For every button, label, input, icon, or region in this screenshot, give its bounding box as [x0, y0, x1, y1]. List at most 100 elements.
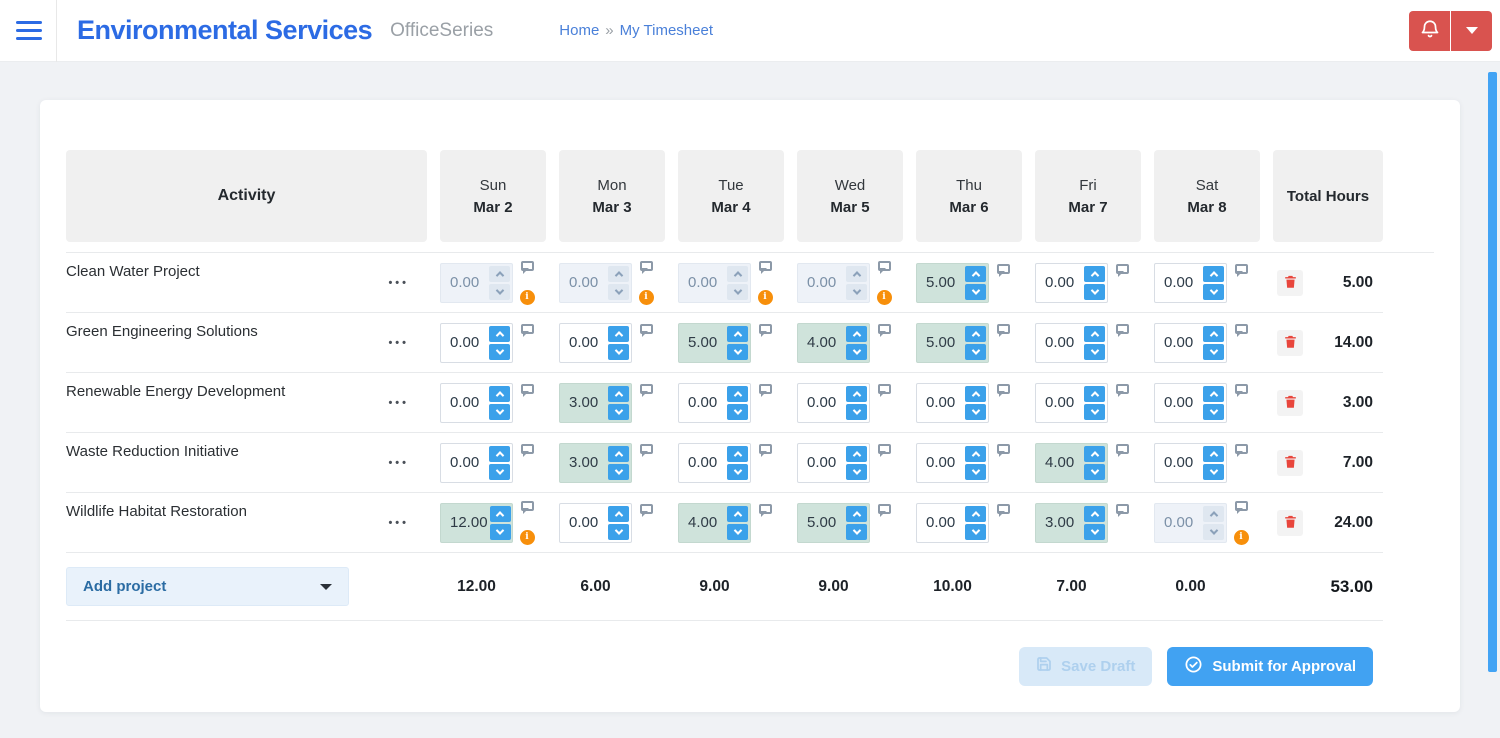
spinner-down-button[interactable] — [1203, 523, 1224, 540]
spinner-up-button[interactable] — [846, 265, 867, 282]
spinner-down-button[interactable] — [489, 463, 510, 480]
spinner-down-button[interactable] — [965, 283, 986, 300]
spinner-down-button[interactable] — [489, 523, 511, 540]
hours-input[interactable]: 4.00 — [688, 514, 718, 531]
save-draft-button[interactable]: Save Draft — [1019, 646, 1153, 686]
spinner-up-button[interactable] — [1203, 505, 1224, 522]
hours-input[interactable]: 5.00 — [926, 274, 956, 291]
spinner-up-button[interactable] — [965, 505, 986, 522]
hours-input[interactable]: 0.00 — [1164, 394, 1194, 411]
spinner-down-button[interactable] — [1084, 283, 1105, 300]
spinner-up-button[interactable] — [727, 445, 748, 462]
spinner-down-button[interactable] — [727, 403, 748, 420]
hours-input[interactable]: 0.00 — [1164, 274, 1194, 291]
comment-icon[interactable] — [639, 323, 653, 337]
spinner-up-button[interactable] — [1084, 265, 1105, 282]
warning-info-icon[interactable]: i — [1233, 529, 1249, 545]
warning-info-icon[interactable]: i — [876, 289, 892, 305]
spinner-down-button[interactable] — [846, 463, 867, 480]
hours-input[interactable]: 0.00 — [450, 274, 480, 291]
comment-icon[interactable] — [520, 500, 534, 514]
comment-icon[interactable] — [996, 383, 1010, 397]
spinner-down-button[interactable] — [608, 403, 629, 420]
hours-input[interactable]: 0.00 — [926, 394, 956, 411]
hours-input[interactable]: 5.00 — [807, 514, 837, 531]
spinner-down-button[interactable] — [846, 343, 867, 360]
spinner-down-button[interactable] — [846, 283, 867, 300]
hours-input[interactable]: 0.00 — [1045, 274, 1075, 291]
warning-info-icon[interactable]: i — [638, 289, 654, 305]
spinner-up-button[interactable] — [1084, 325, 1105, 342]
spinner-down-button[interactable] — [608, 283, 629, 300]
spinner-down-button[interactable] — [608, 463, 629, 480]
spinner-up-button[interactable] — [727, 265, 748, 282]
hours-input[interactable]: 0.00 — [807, 454, 837, 471]
comment-icon[interactable] — [1234, 500, 1248, 514]
spinner-up-button[interactable] — [1084, 385, 1105, 402]
hours-input[interactable]: 0.00 — [926, 514, 956, 531]
hours-input[interactable]: 0.00 — [926, 454, 956, 471]
spinner-up-button[interactable] — [489, 505, 511, 522]
spinner-down-button[interactable] — [608, 523, 629, 540]
spinner-down-button[interactable] — [489, 403, 510, 420]
hours-input[interactable]: 0.00 — [569, 514, 599, 531]
spinner-down-button[interactable] — [1084, 463, 1105, 480]
hours-input[interactable]: 5.00 — [926, 334, 956, 351]
hours-input[interactable]: 0.00 — [688, 454, 718, 471]
row-menu-button[interactable]: ••• — [388, 336, 409, 349]
hours-input[interactable]: 12.00 — [450, 514, 488, 531]
spinner-down-button[interactable] — [965, 343, 986, 360]
hours-input[interactable]: 3.00 — [1045, 514, 1075, 531]
spinner-up-button[interactable] — [608, 505, 629, 522]
comment-icon[interactable] — [1115, 443, 1129, 457]
hours-input[interactable]: 0.00 — [1164, 334, 1194, 351]
spinner-down-button[interactable] — [1203, 403, 1224, 420]
comment-icon[interactable] — [877, 503, 891, 517]
comment-icon[interactable] — [758, 503, 772, 517]
hours-input[interactable]: 0.00 — [688, 394, 718, 411]
spinner-down-button[interactable] — [608, 343, 629, 360]
spinner-down-button[interactable] — [727, 523, 748, 540]
row-menu-button[interactable]: ••• — [388, 396, 409, 409]
hours-input[interactable]: 5.00 — [688, 334, 718, 351]
delete-row-button[interactable] — [1277, 269, 1303, 296]
spinner-up-button[interactable] — [965, 445, 986, 462]
spinner-down-button[interactable] — [846, 403, 867, 420]
spinner-up-button[interactable] — [965, 265, 986, 282]
spinner-down-button[interactable] — [1203, 463, 1224, 480]
comment-icon[interactable] — [877, 443, 891, 457]
spinner-up-button[interactable] — [846, 505, 867, 522]
spinner-down-button[interactable] — [1203, 283, 1224, 300]
warning-info-icon[interactable]: i — [757, 289, 773, 305]
submit-for-approval-button[interactable]: Submit for Approval — [1167, 646, 1373, 686]
spinner-down-button[interactable] — [489, 283, 510, 300]
spinner-up-button[interactable] — [965, 325, 986, 342]
spinner-up-button[interactable] — [846, 445, 867, 462]
hours-input[interactable]: 0.00 — [1164, 514, 1194, 531]
comment-icon[interactable] — [639, 260, 653, 274]
spinner-up-button[interactable] — [965, 385, 986, 402]
comment-icon[interactable] — [639, 383, 653, 397]
comment-icon[interactable] — [520, 443, 534, 457]
spinner-up-button[interactable] — [1203, 265, 1224, 282]
comment-icon[interactable] — [758, 443, 772, 457]
spinner-up-button[interactable] — [489, 325, 510, 342]
spinner-down-button[interactable] — [1084, 343, 1105, 360]
hours-input[interactable]: 0.00 — [450, 394, 480, 411]
comment-icon[interactable] — [520, 383, 534, 397]
comment-icon[interactable] — [877, 260, 891, 274]
comment-icon[interactable] — [1234, 323, 1248, 337]
hours-input[interactable]: 3.00 — [569, 394, 599, 411]
spinner-up-button[interactable] — [727, 385, 748, 402]
spinner-down-button[interactable] — [965, 463, 986, 480]
account-menu-button[interactable] — [1451, 10, 1492, 51]
spinner-up-button[interactable] — [608, 445, 629, 462]
comment-icon[interactable] — [877, 383, 891, 397]
comment-icon[interactable] — [1115, 503, 1129, 517]
comment-icon[interactable] — [996, 263, 1010, 277]
comment-icon[interactable] — [520, 260, 534, 274]
breadcrumb-home-link[interactable]: Home — [559, 22, 600, 39]
hours-input[interactable]: 0.00 — [807, 394, 837, 411]
delete-row-button[interactable] — [1277, 449, 1303, 476]
spinner-down-button[interactable] — [846, 523, 867, 540]
